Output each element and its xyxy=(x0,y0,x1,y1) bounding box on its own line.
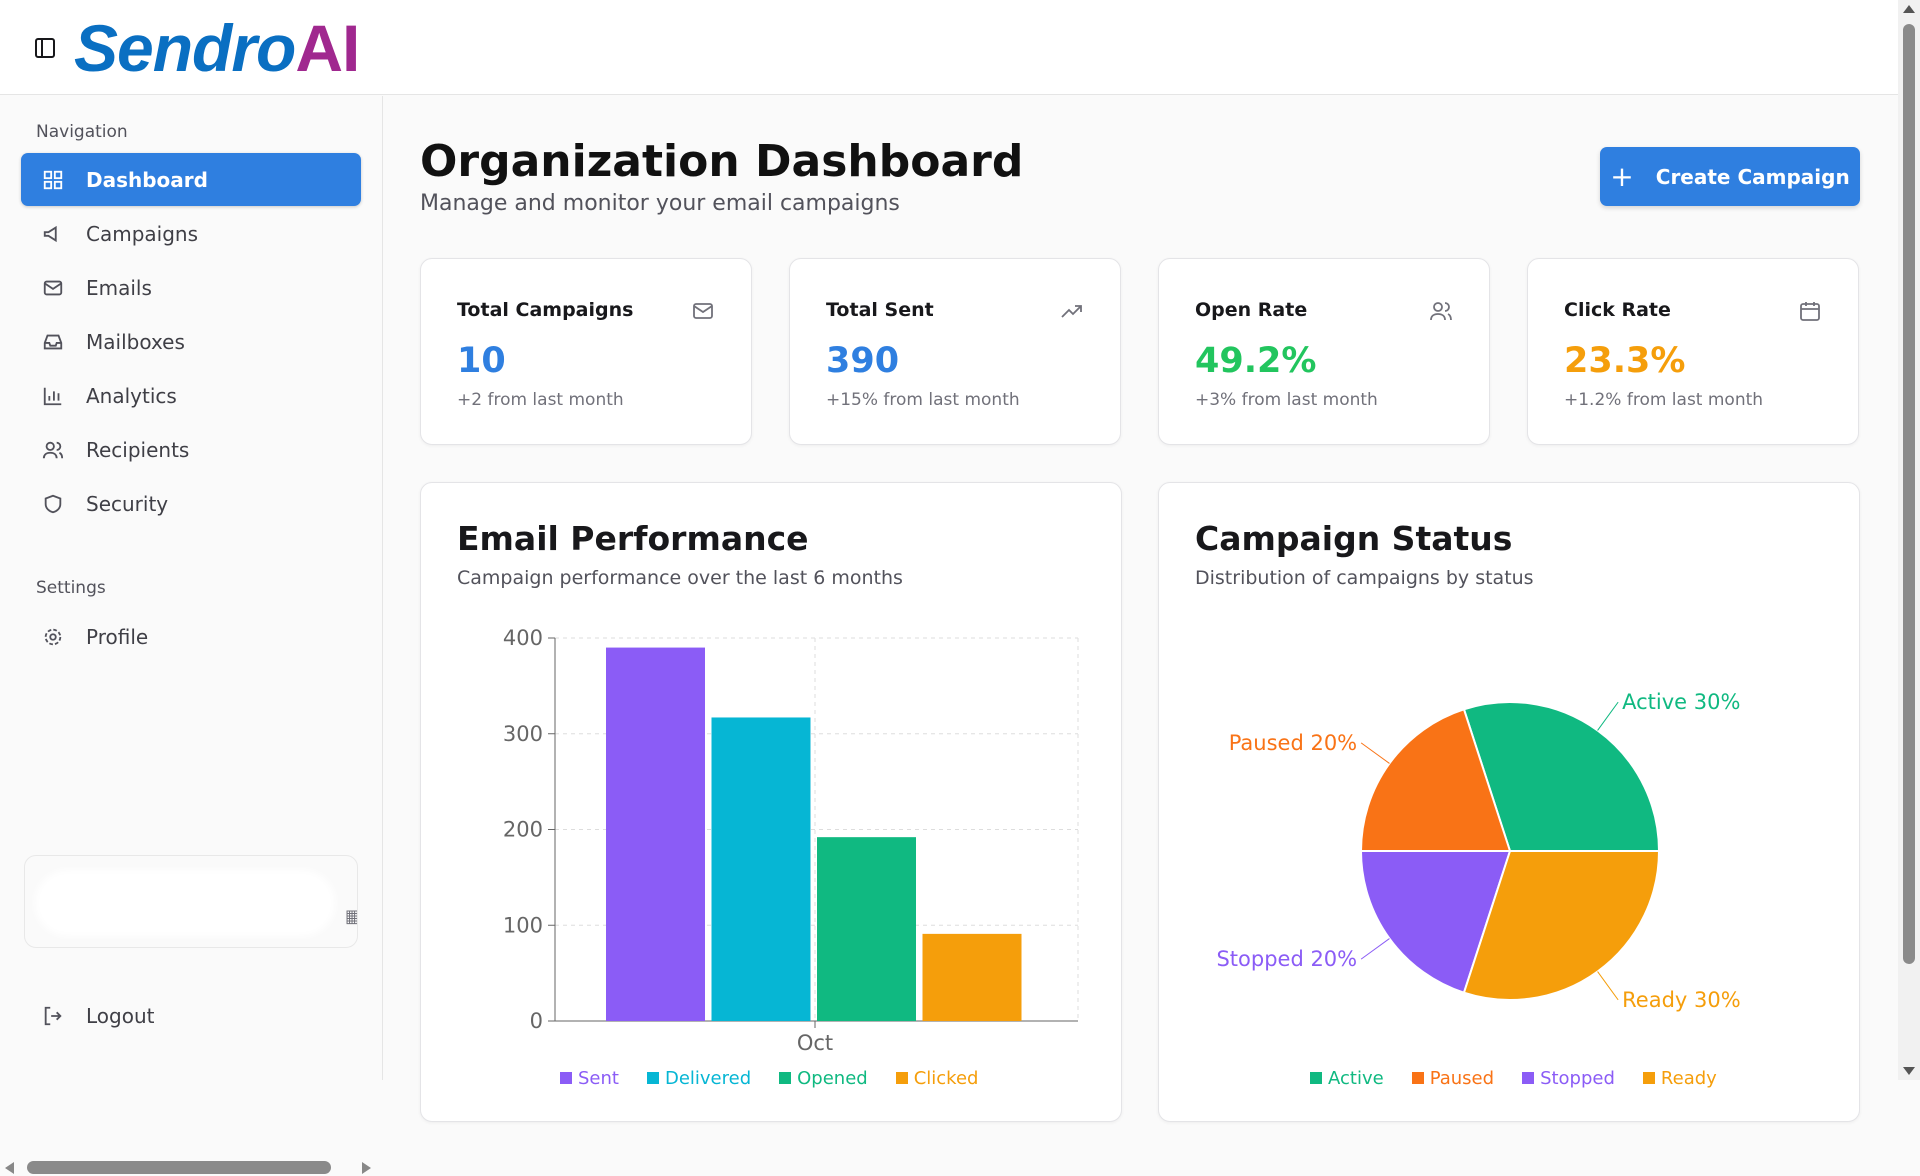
legend-item[interactable]: Opened xyxy=(779,1068,868,1089)
card-subtitle: Distribution of campaigns by status xyxy=(1195,567,1534,589)
trending-up-icon xyxy=(1060,299,1084,323)
stat-value: 10 xyxy=(457,341,506,381)
campaign-status-card: Campaign Status Distribution of campaign… xyxy=(1158,482,1860,1122)
sidebar: Navigation Dashboard Campaigns Emails Mailb… xyxy=(0,96,383,1174)
stat-delta: +3% from last month xyxy=(1195,390,1378,410)
users-icon xyxy=(41,438,65,462)
legend-item[interactable]: Sent xyxy=(560,1068,619,1089)
legend-item[interactable]: Stopped xyxy=(1522,1068,1615,1089)
bar-chart-icon xyxy=(41,384,65,408)
legend-item[interactable]: Active xyxy=(1310,1068,1384,1089)
logo: SendroAI xyxy=(74,11,360,85)
create-campaign-button[interactable]: + Create Campaign xyxy=(1600,147,1860,206)
sidebar-item-mailboxes[interactable]: Mailboxes xyxy=(21,315,361,368)
shield-icon xyxy=(41,492,65,516)
stat-card: Total Campaigns 10 +2 from last month xyxy=(420,258,752,445)
stat-delta: +2 from last month xyxy=(457,390,624,410)
sidebar-item-campaigns[interactable]: Campaigns xyxy=(21,207,361,260)
sidebar-item-security[interactable]: Security xyxy=(21,477,361,530)
megaphone-icon xyxy=(41,222,65,246)
stat-value: 49.2% xyxy=(1195,341,1317,381)
building-icon: ▦ xyxy=(345,906,357,927)
organization-card[interactable]: ▦ Or xyxy=(24,855,358,948)
plus-icon: + xyxy=(1610,160,1634,193)
users-icon xyxy=(1429,299,1453,323)
layout-grid-icon xyxy=(41,168,65,192)
inbox-icon xyxy=(41,330,65,354)
sidebar-item-recipients[interactable]: Recipients xyxy=(21,423,361,476)
legend-item[interactable]: Paused xyxy=(1412,1068,1494,1089)
email-performance-card: Email Performance Campaign performance o… xyxy=(420,482,1122,1122)
sidebar-item-dashboard[interactable]: Dashboard xyxy=(21,153,361,206)
sidebar-item-analytics[interactable]: Analytics xyxy=(21,369,361,422)
mail-icon xyxy=(691,299,715,323)
sidebar-toggle-icon[interactable] xyxy=(35,38,55,58)
mail-icon xyxy=(41,276,65,300)
horizontal-scrollbar[interactable] xyxy=(0,1156,383,1176)
stat-value: 23.3% xyxy=(1564,341,1686,381)
bar-legend: Sent Delivered Opened Clicked xyxy=(560,1068,978,1089)
sidebar-item-emails[interactable]: Emails xyxy=(21,261,361,314)
main-content: Organization Dashboard Manage and monito… xyxy=(384,96,1898,1122)
legend-item[interactable]: Delivered xyxy=(647,1068,751,1089)
card-title: Campaign Status xyxy=(1195,519,1513,558)
logout-icon xyxy=(41,1004,65,1028)
stat-card: Total Sent 390 +15% from last month xyxy=(789,258,1121,445)
card-title: Email Performance xyxy=(457,519,809,558)
app-header: SendroAI xyxy=(0,0,1898,95)
calendar-icon xyxy=(1798,299,1822,323)
page-title: Organization Dashboard xyxy=(420,136,1024,187)
stat-delta: +15% from last month xyxy=(826,390,1020,410)
pie-legend: Active Paused Stopped Ready xyxy=(1310,1068,1717,1089)
stat-card: Open Rate 49.2% +3% from last month xyxy=(1158,258,1490,445)
stat-card: Click Rate 23.3% +1.2% from last month xyxy=(1527,258,1859,445)
page-subtitle: Manage and monitor your email campaigns xyxy=(420,191,900,216)
stat-value: 390 xyxy=(826,341,900,381)
sidebar-item-profile[interactable]: Profile xyxy=(21,610,361,663)
legend-item[interactable]: Ready xyxy=(1643,1068,1717,1089)
settings-group-label: Settings xyxy=(36,578,106,598)
gear-icon xyxy=(41,625,65,649)
logout-button[interactable]: Logout xyxy=(21,989,361,1042)
card-subtitle: Campaign performance over the last 6 mon… xyxy=(457,567,903,589)
vertical-scrollbar[interactable] xyxy=(1898,0,1920,1080)
nav-group-label: Navigation xyxy=(36,122,128,142)
stat-delta: +1.2% from last month xyxy=(1564,390,1764,410)
legend-item[interactable]: Clicked xyxy=(896,1068,979,1089)
